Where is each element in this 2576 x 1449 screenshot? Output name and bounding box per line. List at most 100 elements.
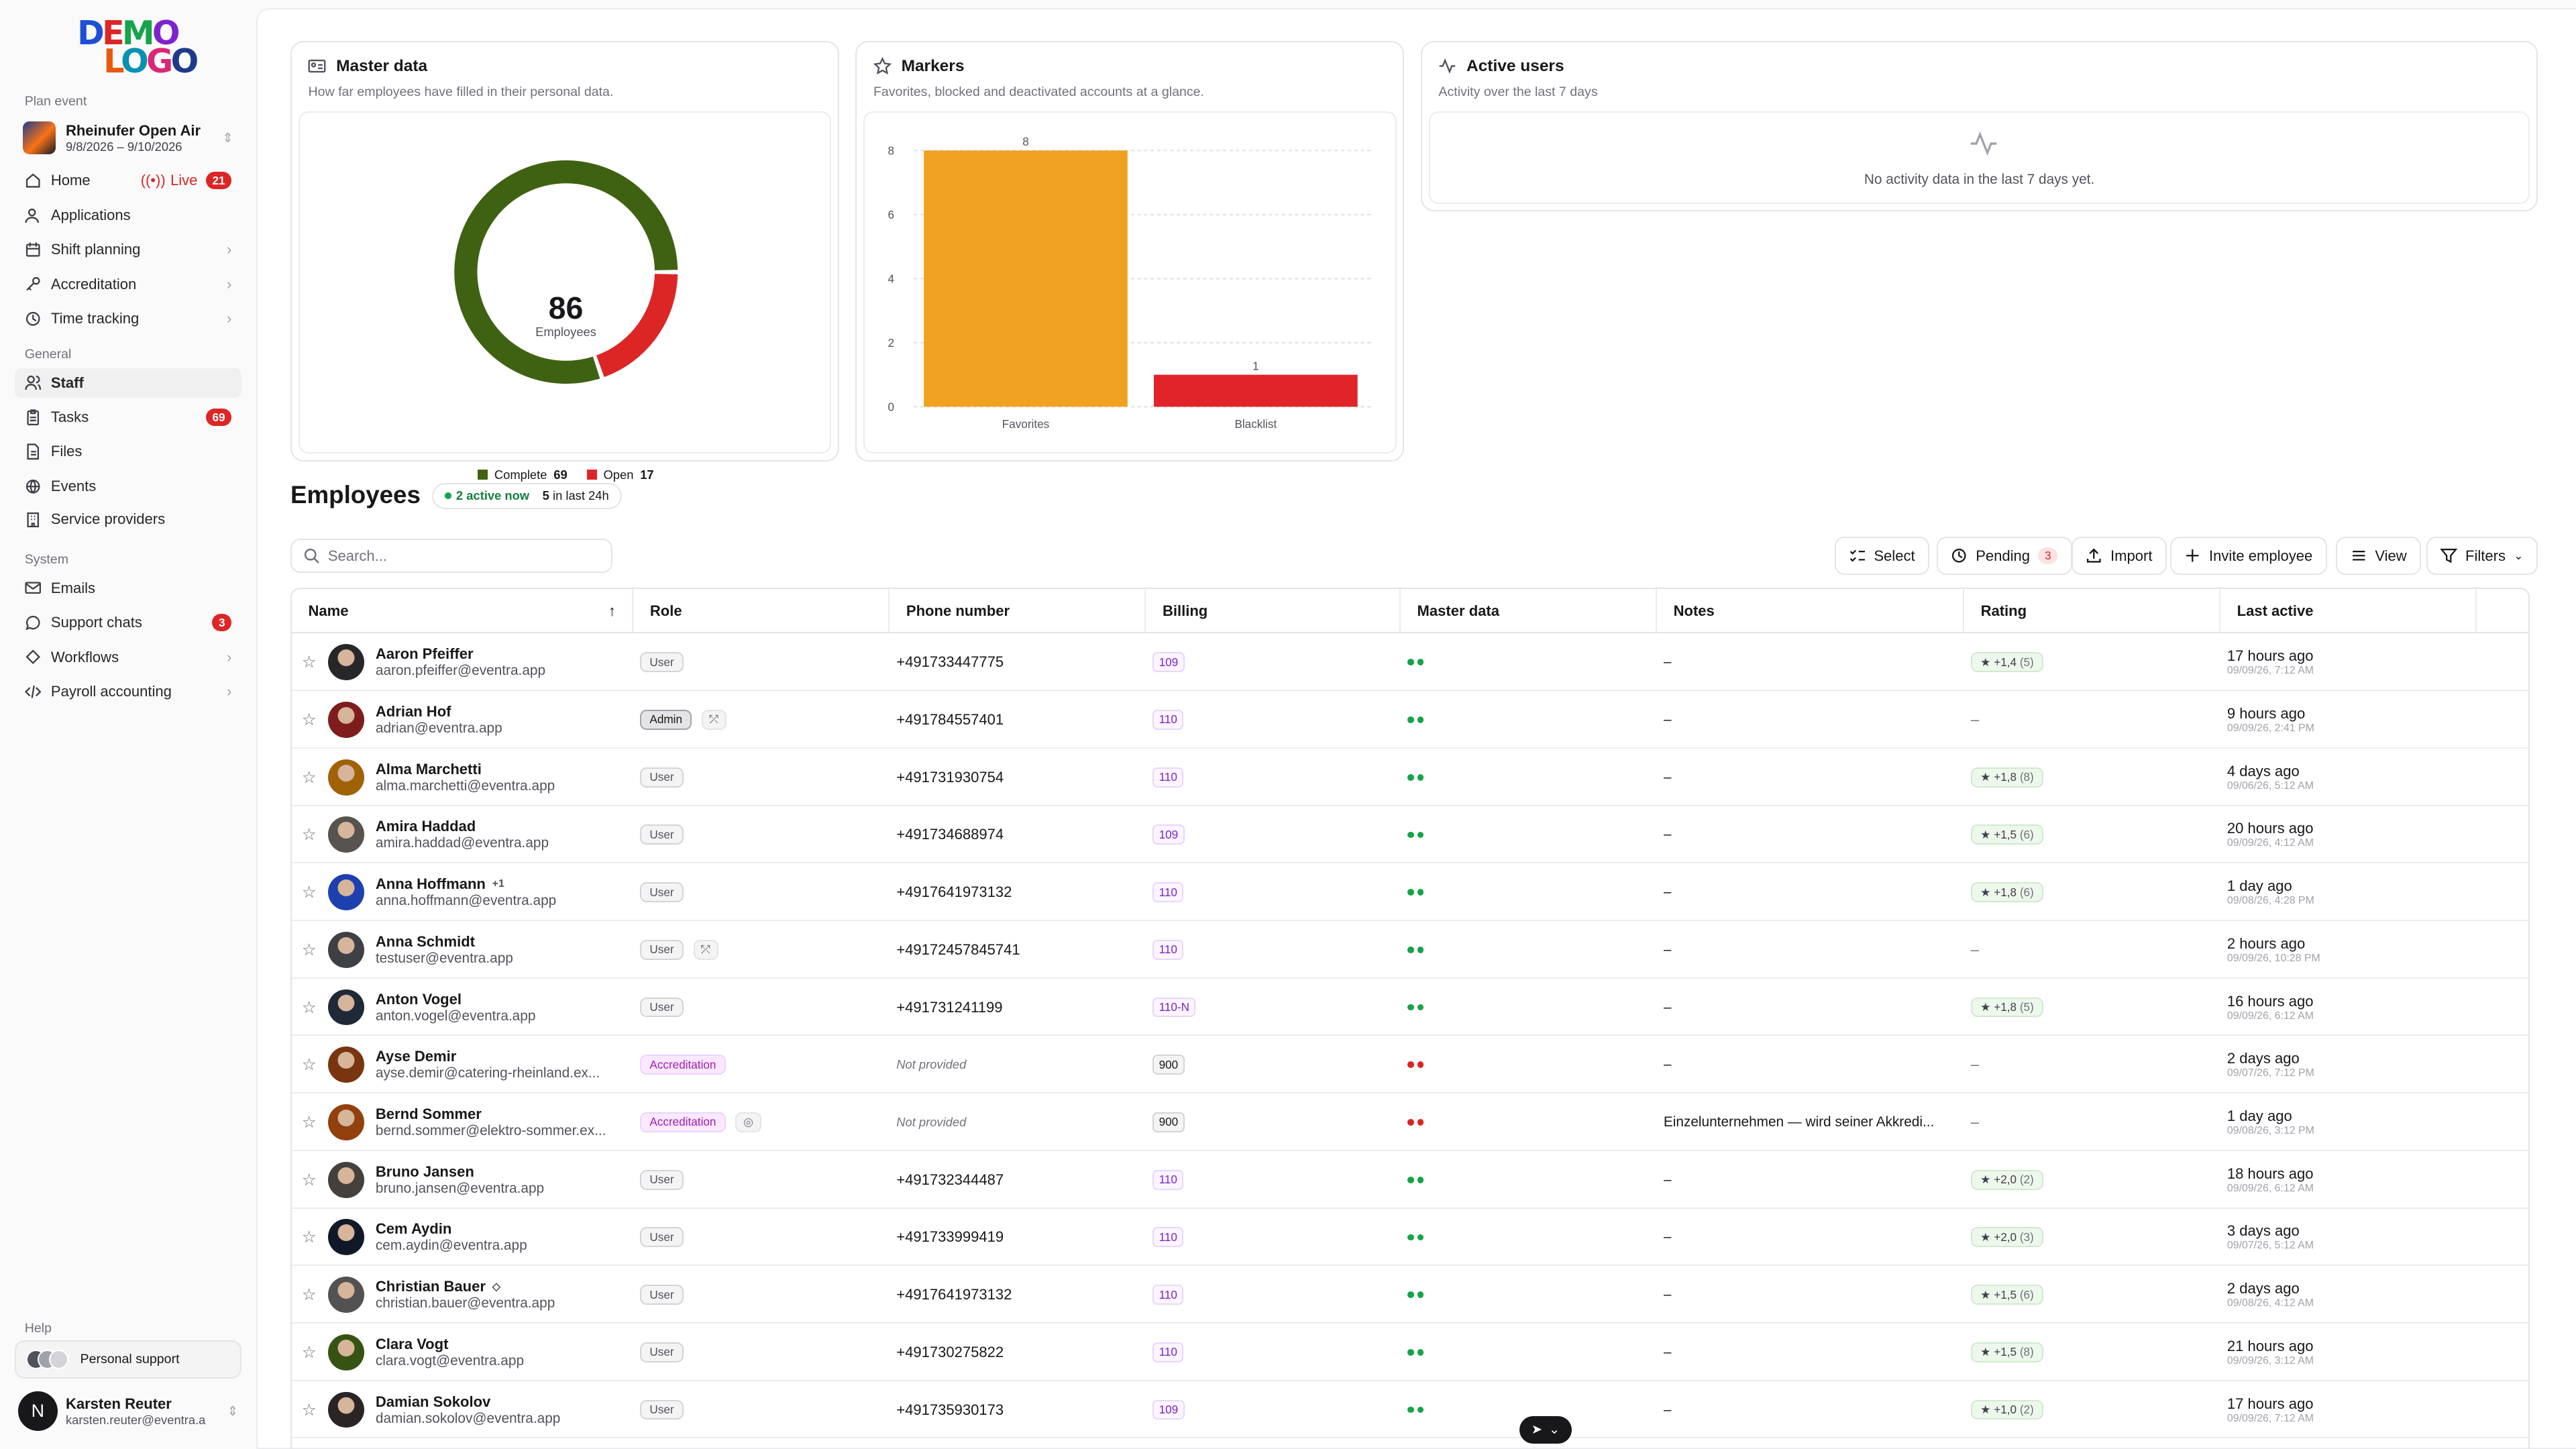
table-row[interactable]: ☆ Cem Aydin cem.aydin@eventra.app User +4917… — [292, 1209, 2528, 1267]
notes-text: – — [1663, 1057, 1672, 1073]
notes-text: – — [1663, 769, 1672, 785]
nav-accreditation[interactable]: Accreditation › — [15, 270, 241, 299]
nav-payroll-accounting[interactable]: Payroll accounting › — [15, 677, 241, 706]
table-row[interactable]: ☆ Bruno Jansen bruno.jansen@eventra.app Use… — [292, 1151, 2528, 1209]
employee-name[interactable]: Christian Bauer — [375, 1278, 486, 1295]
main-content: Master data How far employees have fille… — [256, 8, 2576, 1449]
column-last-active[interactable]: Last active — [2220, 589, 2477, 634]
employee-name[interactable]: Ayse Demir — [375, 1048, 457, 1065]
invite-employee-button[interactable]: Invite employee — [2169, 537, 2327, 575]
avatar — [327, 759, 364, 796]
favorite-star-icon[interactable]: ☆ — [301, 1113, 317, 1132]
calendar-icon — [25, 241, 41, 258]
employee-name[interactable]: Bernd Sommer — [375, 1105, 482, 1122]
last-active-relative: 1 day ago — [2226, 877, 2292, 895]
employee-name[interactable]: Amira Haddad — [375, 818, 476, 835]
last-active-timestamp: 09/09/26, 6:12 AM — [2226, 1010, 2314, 1022]
table-row[interactable]: ☆ Anna Hoffmann +1 anna.hoffmann@eventra.ap… — [292, 863, 2528, 921]
donut-slice-complete[interactable] — [454, 160, 678, 384]
employee-name[interactable]: Anna Hoffmann — [375, 875, 486, 893]
favorite-star-icon[interactable]: ☆ — [301, 1228, 317, 1247]
personal-support-button[interactable]: Personal support — [15, 1340, 241, 1379]
favorite-star-icon[interactable]: ☆ — [301, 1056, 317, 1075]
column-phone[interactable]: Phone number — [890, 589, 1146, 634]
select-button[interactable]: Select — [1835, 537, 1930, 575]
bar-favorites[interactable] — [924, 150, 1128, 407]
column-notes[interactable]: Notes — [1657, 589, 1965, 634]
favorite-star-icon[interactable]: ☆ — [301, 1401, 317, 1419]
column-master-data[interactable]: Master data — [1401, 589, 1658, 634]
favorite-star-icon[interactable]: ☆ — [301, 768, 317, 787]
donut-legend: Complete 69 Open 17 — [300, 468, 832, 482]
nav-service-providers[interactable]: Service providers — [15, 504, 241, 534]
table-row[interactable]: ☆ Anna Schmidt testuser@eventra.app User ⤱ +4… — [292, 921, 2528, 979]
table-row[interactable]: ☆ Adrian Hof adrian@eventra.app Admin ⤱ +4917… — [292, 691, 2528, 749]
table-row[interactable]: ☆ Christian Bauer ◇ christian.bauer@eventra… — [292, 1266, 2528, 1324]
search-input[interactable]: Search... — [290, 538, 612, 574]
quick-action-button[interactable]: ➤ ⌄ — [1519, 1415, 1572, 1444]
nav-home[interactable]: Home ((•)) Live 21 — [15, 166, 241, 195]
employee-name[interactable]: Damian Sokolov — [375, 1393, 491, 1410]
employee-name[interactable]: Cem Aydin — [375, 1220, 452, 1238]
role-badge: User — [640, 939, 684, 960]
employee-name[interactable]: Anna Schmidt — [375, 932, 475, 950]
nav-tasks[interactable]: Tasks 69 — [15, 402, 241, 432]
billing-badge: 110 — [1152, 1227, 1184, 1248]
nav-label: Tasks — [50, 409, 89, 426]
column-billing[interactable]: Billing — [1146, 589, 1401, 634]
table-row[interactable]: ☆ Alma Marchetti alma.marchetti@eventra.ap… — [292, 749, 2528, 806]
employee-name[interactable]: Anton Vogel — [375, 990, 462, 1008]
favorite-star-icon[interactable]: ☆ — [301, 653, 317, 672]
nav-support-chats[interactable]: Support chats 3 — [15, 608, 241, 637]
nav-shift-planning[interactable]: Shift planning › — [15, 235, 241, 264]
demo-logo[interactable]: DEMO LOGO — [77, 14, 199, 81]
nav-files[interactable]: Files — [15, 437, 241, 466]
column-name[interactable]: Name ↑ — [292, 589, 634, 634]
nav-applications[interactable]: Applications — [15, 201, 241, 230]
employee-name[interactable]: Bruno Jansen — [375, 1163, 474, 1180]
favorite-star-icon[interactable]: ☆ — [301, 883, 317, 902]
favorite-star-icon[interactable]: ☆ — [301, 710, 317, 729]
column-rating[interactable]: Rating — [1964, 589, 2221, 634]
last-active-timestamp: 09/07/26, 7:12 PM — [2226, 1067, 2314, 1079]
pending-button[interactable]: Pending 3 — [1936, 537, 2072, 575]
donut-slice-open[interactable] — [596, 273, 678, 377]
markers-card: Markers Favorites, blocked and deactivat… — [855, 40, 1405, 462]
favorite-star-icon[interactable]: ☆ — [301, 1286, 317, 1305]
favorite-star-icon[interactable]: ☆ — [301, 1171, 317, 1189]
star-icon: ★ — [1980, 655, 1991, 669]
favorite-star-icon[interactable]: ☆ — [301, 1343, 317, 1362]
avatar — [327, 1161, 364, 1198]
phone-number: +491732344487 — [896, 1171, 1004, 1188]
favorite-star-icon[interactable]: ☆ — [301, 998, 317, 1017]
employee-name[interactable]: Alma Marchetti — [375, 760, 482, 777]
support-badge: 3 — [212, 614, 232, 632]
table-row[interactable]: ☆ Anton Vogel anton.vogel@eventra.app User +… — [292, 979, 2528, 1036]
table-row[interactable]: ☆ Ayse Demir ayse.demir@catering-rheinland… — [292, 1036, 2528, 1094]
import-button[interactable]: Import — [2071, 537, 2167, 575]
nav-emails[interactable]: Emails — [15, 574, 241, 603]
notes-text: – — [1663, 711, 1672, 727]
employee-name[interactable]: Adrian Hof — [375, 702, 451, 720]
y-tick-label: 8 — [888, 144, 895, 157]
table-row[interactable]: ☆ Amira Haddad amira.haddad@eventra.app Use… — [292, 806, 2528, 864]
nav-staff[interactable]: Staff — [15, 368, 241, 398]
event-switcher[interactable]: Rheinufer Open Air 9/8/2026 – 9/10/2026 … — [23, 118, 233, 158]
favorite-star-icon[interactable]: ☆ — [301, 826, 317, 845]
user-menu[interactable]: N Karsten Reuter karsten.reuter@eventra.… — [17, 1390, 238, 1433]
employee-name[interactable]: Aaron Pfeiffer — [375, 645, 474, 663]
table-row[interactable]: ☆ Bernd Sommer bernd.sommer@elektro-sommer… — [292, 1093, 2528, 1151]
nav-time-tracking[interactable]: Time tracking › — [15, 304, 241, 333]
nav-events[interactable]: Events — [15, 472, 241, 501]
legend-open-label: Open — [603, 467, 634, 482]
view-button[interactable]: View — [2336, 537, 2422, 575]
employee-name[interactable]: Clara Vogt — [375, 1335, 449, 1352]
favorite-star-icon[interactable]: ☆ — [301, 941, 317, 959]
table-row[interactable]: ☆ Clara Vogt clara.vogt@eventra.app User +49… — [292, 1324, 2528, 1381]
bar-blacklist[interactable] — [1154, 374, 1358, 407]
nav-workflows[interactable]: Workflows › — [15, 643, 241, 672]
column-role[interactable]: Role — [633, 589, 890, 634]
table-row[interactable]: ☆ Aaron Pfeiffer aaron.pfeiffer@eventra.ap… — [292, 633, 2528, 692]
table-row[interactable]: ☆ Damian Sokolov damian.sokolov@eventra.ap… — [292, 1381, 2528, 1439]
filters-button[interactable]: Filters ⌄ — [2426, 537, 2538, 575]
